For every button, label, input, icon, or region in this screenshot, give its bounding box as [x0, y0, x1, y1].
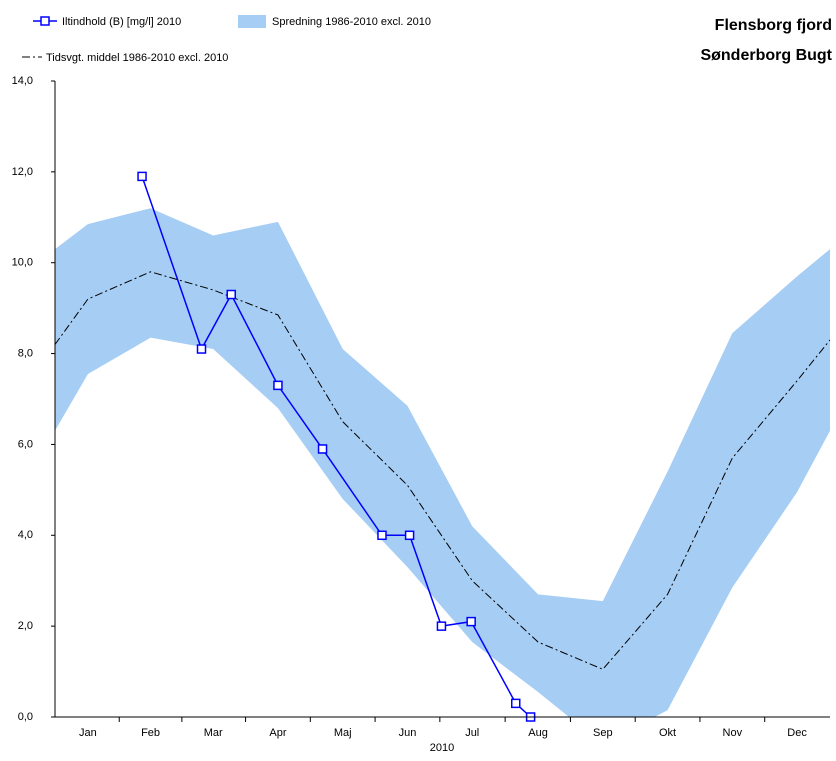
x-tick-label: Maj — [334, 727, 352, 739]
series-line — [55, 271, 830, 670]
legend-marker — [40, 16, 50, 26]
data-marker — [404, 530, 415, 541]
y-tick-label: 2,0 — [18, 620, 33, 632]
legend-label: Tidsvgt. middel 1986-2010 excl. 2010 — [46, 52, 228, 64]
legend-label: Spredning 1986-2010 excl. 2010 — [272, 16, 431, 28]
data-marker — [273, 380, 283, 391]
y-tick-label: 12,0 — [12, 166, 33, 178]
spread-band — [55, 208, 830, 717]
data-marker — [511, 698, 521, 709]
y-tick-label: 14,0 — [12, 75, 33, 87]
legend-label: Iltindhold (B) [mg/l] 2010 — [62, 16, 181, 28]
x-tick-label: Okt — [659, 727, 676, 739]
y-tick-label: 6,0 — [18, 438, 33, 450]
x-tick-label: Jul — [465, 727, 479, 739]
x-tick-label: Aug — [528, 727, 548, 739]
chart-subtitle: Sønderborg Bugt — [700, 47, 832, 64]
data-marker — [196, 344, 207, 354]
data-marker — [137, 171, 147, 182]
x-tick-label: Mar — [204, 727, 223, 739]
y-tick-label: 10,0 — [12, 257, 33, 269]
legend-swatch — [238, 15, 266, 28]
data-marker — [226, 289, 236, 300]
x-tick-label: Apr — [269, 727, 286, 739]
x-tick-label: Jun — [399, 727, 417, 739]
data-marker — [466, 616, 476, 627]
chart-title: Flensborg fjord — [715, 17, 832, 34]
data-marker — [436, 621, 447, 631]
x-tick-label: Dec — [787, 727, 807, 739]
y-tick-label: 0,0 — [18, 711, 33, 723]
data-marker — [377, 530, 387, 541]
data-marker — [317, 444, 328, 454]
y-tick-label: 4,0 — [18, 529, 33, 541]
x-tick-label: Jan — [79, 727, 97, 739]
x-tick-label: Sep — [593, 727, 613, 739]
x-tick-label: Feb — [141, 727, 160, 739]
x-tick-label: Nov — [723, 727, 743, 739]
x-axis-label: 2010 — [430, 742, 454, 754]
y-tick-label: 8,0 — [18, 347, 33, 359]
